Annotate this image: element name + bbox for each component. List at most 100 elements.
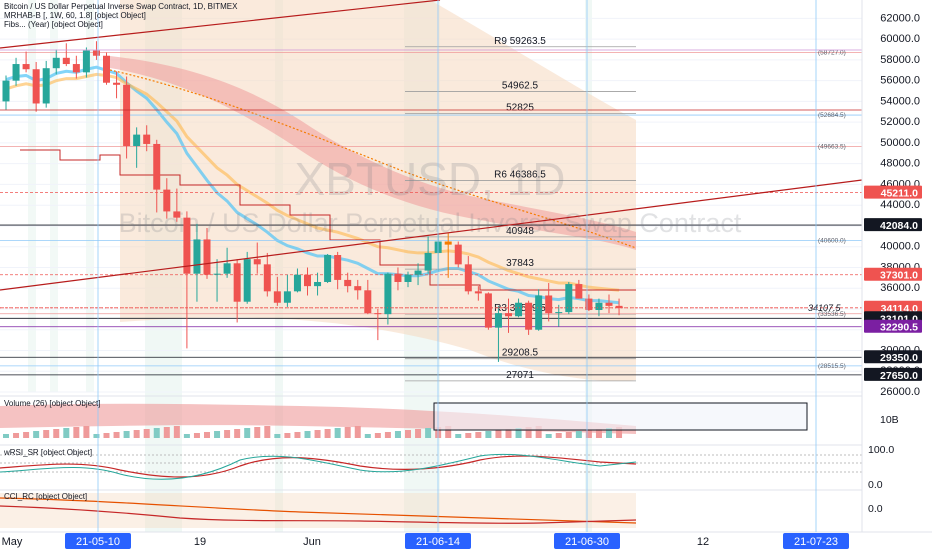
candle-body	[193, 239, 201, 274]
price-tick-label: 48000.0	[880, 158, 920, 170]
candle-body	[585, 298, 593, 311]
candle-body	[444, 241, 452, 245]
cci-pane	[0, 493, 637, 528]
time-tick-label: 21-06-30	[565, 536, 609, 548]
volume-bar	[83, 426, 90, 438]
ref-label-5: (28515.5)	[818, 363, 846, 370]
volume-bar	[43, 430, 50, 438]
price-tag-bg	[864, 218, 922, 232]
candle-body	[263, 264, 271, 292]
volume-bar	[204, 432, 210, 438]
candle-body	[304, 274, 311, 287]
candle-body	[394, 273, 402, 282]
candle-body	[454, 244, 462, 265]
cci-upper-line	[0, 497, 637, 524]
candles	[2, 41, 623, 362]
candle-body	[384, 273, 392, 315]
candle-body	[565, 284, 573, 313]
candle-body	[113, 82, 121, 85]
cci-band	[0, 493, 636, 528]
volume-bar	[93, 434, 100, 438]
level-label-5: 37843	[506, 258, 534, 269]
price-tick-label: 54000.0	[880, 95, 920, 107]
candle-body	[52, 57, 60, 69]
price-tag-label: 45211.0	[881, 188, 919, 200]
highlight-band-0	[28, 0, 36, 392]
trend-lines: 34107.5	[0, 0, 863, 313]
price-tag-bg	[864, 350, 922, 364]
volume-bar	[33, 431, 40, 438]
price-tag-label: 37301.0	[880, 270, 918, 282]
volume-bar	[13, 433, 20, 438]
volume-pane	[0, 402, 808, 438]
volume-bar	[485, 431, 492, 438]
price-tag-label: 29350.0	[880, 352, 918, 364]
volume-tick-label: 10B	[880, 414, 899, 426]
volume-bar	[475, 432, 482, 438]
volume-bar	[103, 433, 110, 438]
volume-bar	[525, 427, 532, 438]
candle-body	[344, 279, 352, 287]
volume-bar	[113, 432, 120, 438]
ma-ribbon-red	[110, 56, 636, 250]
indicator-fibs-label: Fibs... (Year) [object Object]	[4, 20, 103, 29]
candle-body	[494, 313, 502, 328]
volume-bar	[405, 430, 411, 438]
level-label-1: 54962.5	[502, 80, 539, 91]
level-label-4: 40948	[506, 226, 534, 237]
candle-body	[615, 305, 623, 308]
volume-bar	[214, 431, 221, 438]
price-tag-label: 27650.0	[880, 370, 918, 382]
candle-body	[72, 64, 80, 73]
candle-body	[464, 264, 472, 292]
time-tick-label: May	[2, 536, 23, 548]
candle-body	[354, 286, 362, 291]
volume-bar	[364, 434, 371, 438]
time-label-highlight	[554, 533, 620, 549]
time-tick-label: 21-05-10	[76, 536, 120, 548]
time-tick-label: 21-07-23	[794, 536, 838, 548]
volume-bar	[344, 427, 351, 438]
volume-bar	[415, 429, 422, 438]
level-label-8: 27071	[506, 370, 534, 381]
time-label-highlight	[65, 533, 131, 549]
price-tick-label: 36000.0	[880, 282, 920, 294]
volume-bar	[284, 433, 291, 438]
price-tick-label: 40000.0	[880, 241, 920, 253]
time-tick-label: Jun	[303, 536, 321, 548]
candle-body	[32, 69, 40, 104]
candle-body	[12, 64, 20, 81]
cci-line	[0, 505, 637, 524]
watermark-symbol: XBTUSD, 1D	[295, 153, 566, 205]
volume-bar	[455, 434, 462, 438]
volume-bar	[515, 428, 522, 438]
volume-bar	[555, 433, 562, 438]
volume-bar	[224, 430, 231, 438]
candle-body	[163, 189, 171, 212]
volume-bar	[606, 428, 612, 438]
candle-body	[364, 290, 372, 314]
volume-bar	[545, 434, 552, 438]
volume-bar	[244, 428, 251, 438]
candle-body	[404, 274, 412, 282]
level-label-0: R9 59263.5	[494, 36, 546, 47]
ref-label-4: (33536.5)	[818, 311, 846, 318]
volume-bar	[264, 426, 271, 438]
volume-bar	[374, 433, 381, 438]
volume-bar	[495, 430, 502, 438]
volume-bar	[334, 428, 341, 438]
candle-body	[424, 252, 432, 271]
price-tick-label: 60000.0	[880, 33, 920, 45]
candle-body	[153, 143, 161, 190]
volume-bar	[304, 431, 311, 438]
time-label-highlight	[405, 533, 471, 549]
volume-bar	[384, 432, 391, 438]
volume-bar	[143, 429, 150, 438]
candle-body	[183, 217, 191, 274]
volume-bar	[274, 434, 281, 438]
price-axis[interactable]: 26000.028000.030000.032000.034000.036000…	[861, 0, 932, 532]
candle-body	[283, 291, 291, 303]
candle-body	[374, 313, 382, 315]
